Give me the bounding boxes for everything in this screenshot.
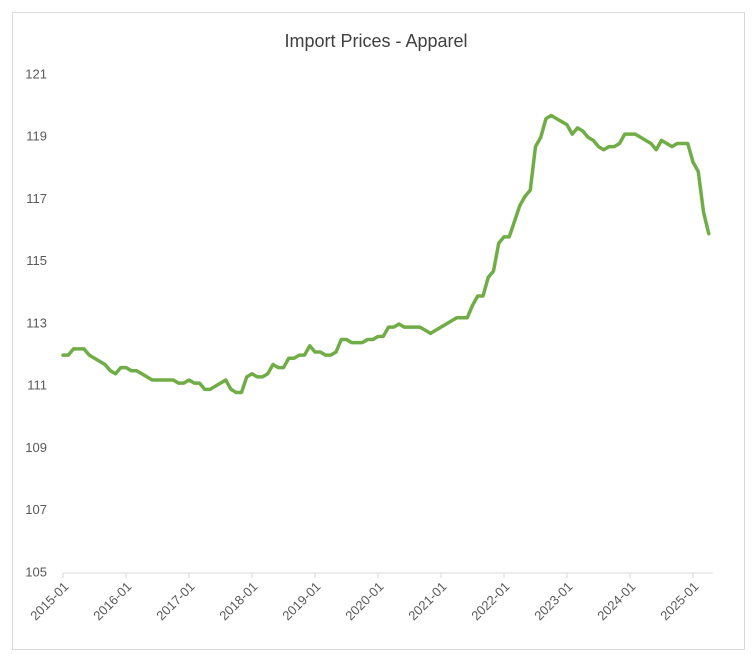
- y-tick-label: 107: [25, 502, 47, 517]
- y-tick-label: 113: [26, 315, 47, 330]
- y-tick-label: 109: [25, 440, 47, 455]
- y-tick-label: 105: [25, 564, 47, 579]
- y-tick-label: 121: [25, 66, 47, 81]
- chart-title: Import Prices - Apparel: [284, 31, 467, 51]
- y-tick-label: 115: [26, 253, 47, 268]
- chart-frame: [12, 12, 745, 650]
- y-tick-label: 111: [27, 378, 47, 393]
- data-line: [61, 113, 711, 395]
- y-tick-label: 119: [26, 129, 47, 144]
- y-tick-label: 117: [26, 191, 47, 206]
